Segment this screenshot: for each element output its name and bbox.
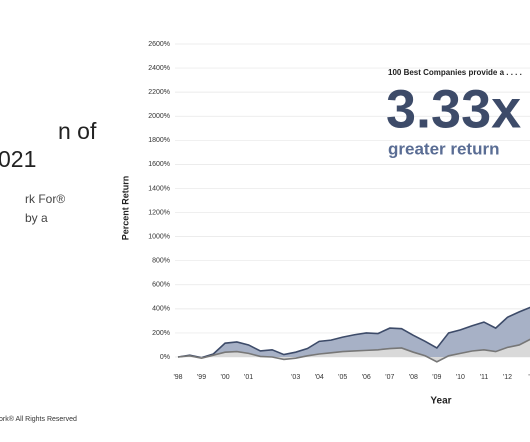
x-tick-label: '09 [432,374,441,381]
y-tick-label: 400% [152,306,170,313]
y-tick-label: 1000% [148,233,170,240]
y-tick-label: 1800% [148,137,170,144]
x-tick-label: '12 [503,374,512,381]
annotation: 100 Best Companies provide a . . . . [388,68,522,77]
x-tick-label: '03 [291,374,300,381]
y-tick-label: 2400% [148,65,170,72]
x-axis-label: Year [430,396,451,407]
y-tick-label: 1600% [148,161,170,168]
y-tick-label: 200% [152,330,170,337]
body-line: by a [25,211,48,225]
y-tick-label: 2200% [148,89,170,96]
x-tick-label: '01 [244,374,253,381]
x-tick-label: '10 [456,374,465,381]
x-tick-label: '07 [385,374,394,381]
body-line: rk For® [25,192,65,206]
y-axis-label: Percent Return [120,176,130,241]
heading-line: n of [58,118,97,144]
y-tick-label: 600% [152,282,170,289]
highlight-caption: greater return [388,139,499,158]
y-tick-label: 2000% [148,113,170,120]
x-tick-label: '08 [409,374,418,381]
x-tick-label: '05 [338,374,347,381]
x-tick-label: '00 [221,374,230,381]
x-tick-label: '04 [315,374,324,381]
x-tick-label: '1 [528,374,530,381]
y-tick-label: 1200% [148,209,170,216]
x-tick-label: '98 [173,374,182,381]
line [177,338,530,363]
heading-line: 021 [0,146,36,172]
plot: 0% 200% 400% 600% 800% 1000% 1200% 1400% 1600% 18… [148,41,530,381]
area [178,307,530,358]
y-tick-label: 800% [152,258,170,265]
x-tick-label: '06 [362,374,371,381]
line [177,306,530,359]
y-tick-label: 2600% [148,41,170,48]
x-tick-label: '11 [480,374,489,381]
y-tick-label: 1400% [148,185,170,192]
x-tick-label: '99 [197,374,206,381]
highlight: 3.33x [386,79,521,139]
footer: ork® All Rights Reserved [0,415,77,423]
y-tick-label: 0% [160,354,170,361]
